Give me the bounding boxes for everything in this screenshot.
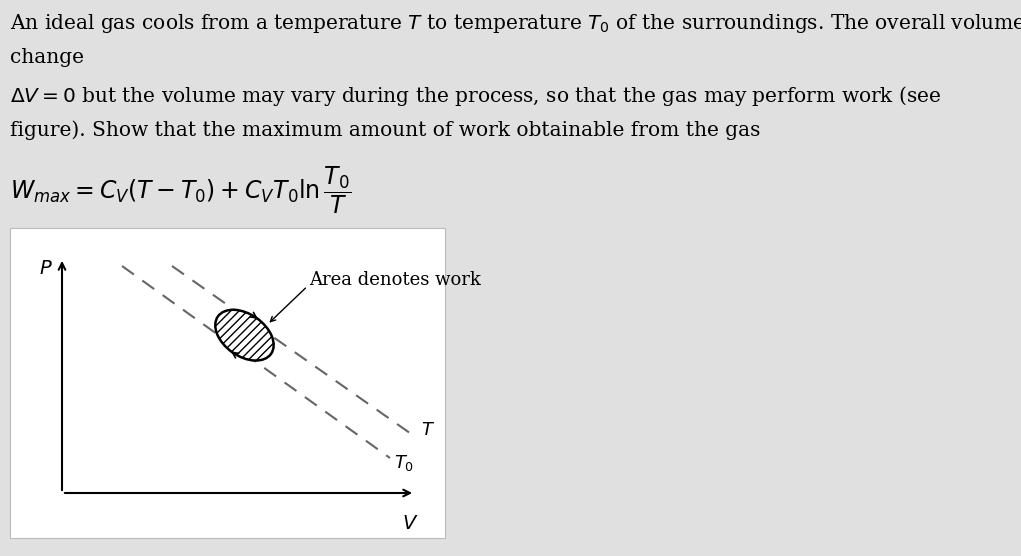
Text: figure). Show that the maximum amount of work obtainable from the gas: figure). Show that the maximum amount of… <box>10 120 761 140</box>
Text: $W_{max} = C_V(T - T_0) + C_V T_0 \ln \dfrac{T_0}{T}$: $W_{max} = C_V(T - T_0) + C_V T_0 \ln \d… <box>10 164 351 216</box>
Text: $\Delta V = 0$ but the volume may vary during the process, so that the gas may p: $\Delta V = 0$ but the volume may vary d… <box>10 84 941 108</box>
Text: $P$: $P$ <box>39 260 53 278</box>
Text: change: change <box>10 48 84 67</box>
Text: $V$: $V$ <box>402 515 419 533</box>
Text: Area denotes work: Area denotes work <box>309 271 481 289</box>
Text: An ideal gas cools from a temperature $T$ to temperature $T_0$ of the surroundin: An ideal gas cools from a temperature $T… <box>10 12 1021 35</box>
Text: $T$: $T$ <box>421 421 435 439</box>
FancyBboxPatch shape <box>10 228 445 538</box>
Text: $T_0$: $T_0$ <box>394 453 415 473</box>
Ellipse shape <box>215 310 274 360</box>
